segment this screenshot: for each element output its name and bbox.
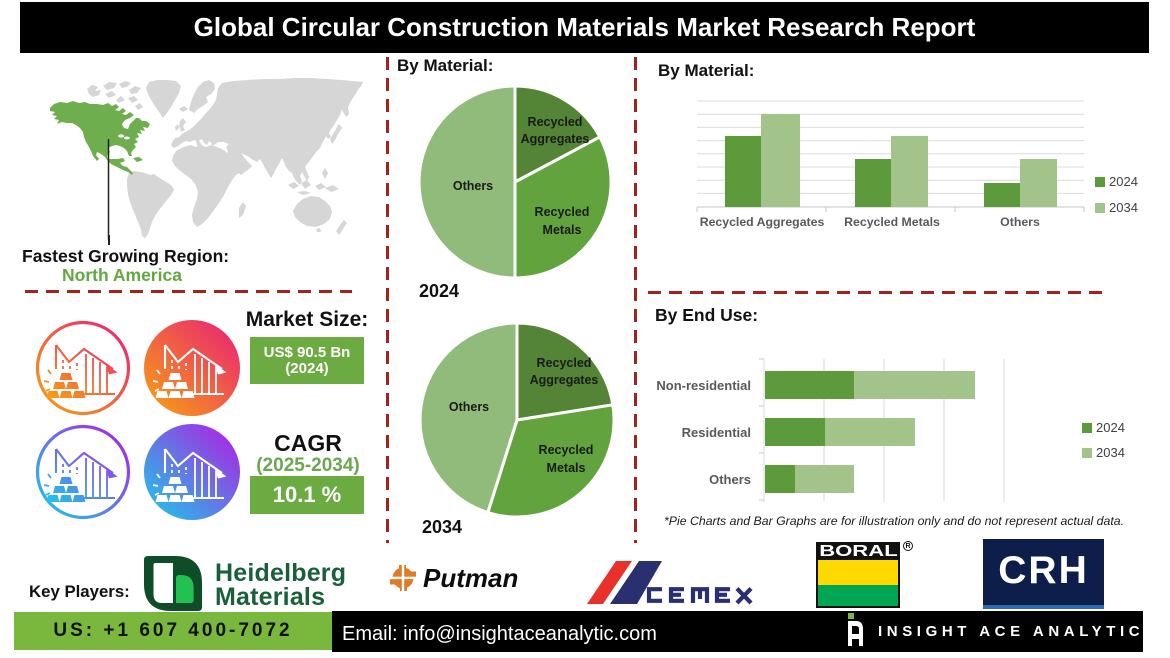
svg-text:Others: Others bbox=[1000, 215, 1040, 229]
svg-text:2024: 2024 bbox=[1096, 420, 1125, 435]
svg-text:2024: 2024 bbox=[1109, 174, 1138, 189]
svg-text:2034: 2034 bbox=[1109, 200, 1138, 215]
svg-text:Residential: Residential bbox=[682, 425, 751, 440]
svg-text:Recycled Aggregates: Recycled Aggregates bbox=[700, 215, 825, 229]
svg-text:Recycled Metals: Recycled Metals bbox=[844, 215, 940, 229]
svg-text:Others: Others bbox=[709, 472, 751, 487]
svg-text:Non-residential: Non-residential bbox=[656, 378, 751, 393]
svg-text:2034: 2034 bbox=[1096, 445, 1125, 460]
